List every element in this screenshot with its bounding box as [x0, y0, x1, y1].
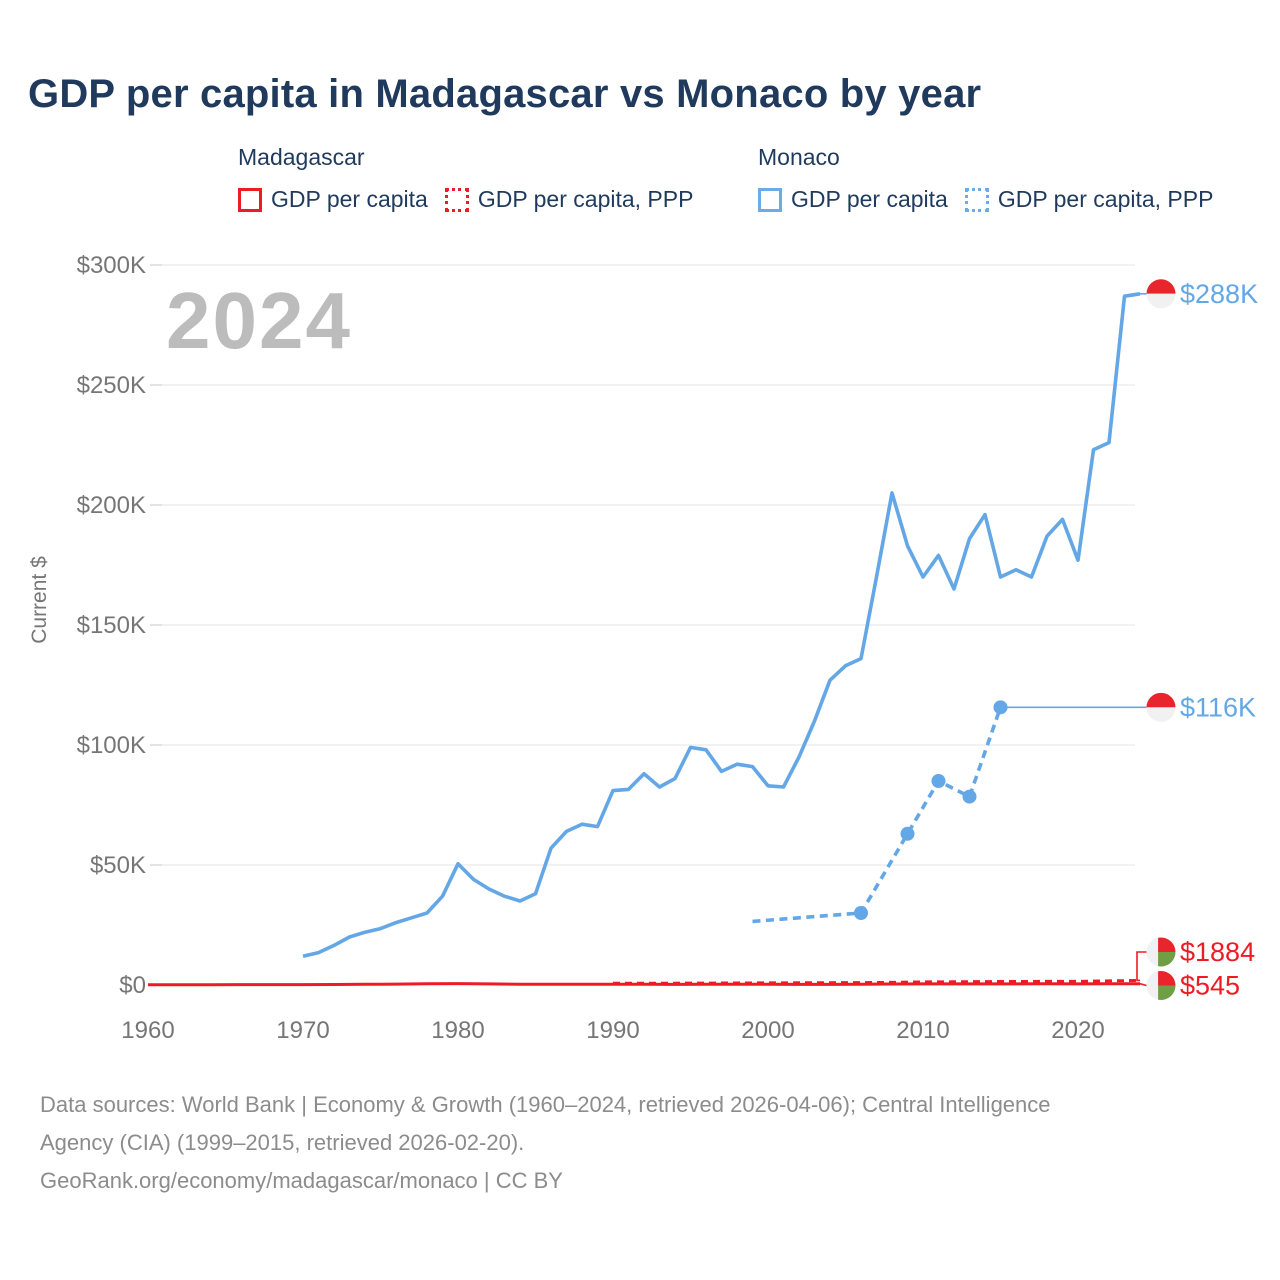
- data-point-marker-mc-ppp[interactable]: [962, 789, 977, 804]
- data-point-marker-mc-ppp[interactable]: [854, 906, 868, 920]
- legend-item-label: GDP per capita, PPP: [477, 186, 694, 212]
- chart-title: GDP per capita in Madagascar vs Monaco b…: [28, 72, 982, 116]
- legend-swatch-monaco-solid-icon: [758, 187, 782, 212]
- monaco-flag-icon: [1146, 707, 1176, 722]
- legend-item-label: GDP per capita: [791, 186, 948, 212]
- end-value-label-mg-ppp: $1884: [1180, 937, 1255, 967]
- end-value-label-mc-ppp: $116K: [1180, 692, 1256, 722]
- data-point-marker-mc-ppp[interactable]: [900, 826, 915, 841]
- legend-country-monaco: Monaco: [758, 144, 840, 170]
- x-axis-tick-label: 2010: [896, 1017, 949, 1044]
- x-axis-tick-label: 2020: [1051, 1017, 1104, 1044]
- legend-item-madagascar-gdp[interactable]: GDP per capita: [238, 186, 428, 213]
- legend-row-madagascar: GDP per capita GDP per capita, PPP: [238, 186, 693, 213]
- end-label-leader-mg-gdp: [1139, 982, 1147, 987]
- y-axis-tick-label: $0: [119, 972, 146, 999]
- legend-item-madagascar-ppp[interactable]: GDP per capita, PPP: [444, 186, 694, 213]
- series-line-mc-gdp[interactable]: [302, 292, 1141, 958]
- legend-item-monaco-ppp[interactable]: GDP per capita, PPP: [964, 186, 1214, 213]
- monaco-flag-icon: [1146, 692, 1176, 708]
- madagascar-flag-icon: [1146, 971, 1176, 1000]
- y-axis-title: Current $: [28, 556, 51, 644]
- madagascar-flag-icon: [1146, 937, 1176, 967]
- y-axis-tick-label: $250K: [77, 372, 146, 399]
- legend-group-madagascar: Madagascar GDP per capita GDP per capita…: [238, 144, 693, 213]
- legend-country-madagascar: Madagascar: [238, 144, 365, 170]
- monaco-flag-icon: [1146, 293, 1176, 309]
- end-value-label-mc-gdp: $288K: [1180, 279, 1258, 309]
- x-axis-tick-label: 2000: [741, 1017, 794, 1044]
- data-point-marker-mc-ppp[interactable]: [931, 774, 946, 788]
- legend-item-label: GDP per capita, PPP: [997, 186, 1214, 212]
- legend-swatch-madagascar-dotted-icon: [444, 187, 469, 212]
- y-axis-tick-label: $50K: [90, 852, 146, 879]
- legend-swatch-monaco-dotted-icon: [964, 187, 989, 212]
- legend-row-monaco: GDP per capita GDP per capita, PPP: [758, 186, 1213, 213]
- y-axis-tick-label: $300K: [77, 252, 146, 279]
- x-axis-tick-label: 1960: [121, 1017, 174, 1044]
- legend-item-label: GDP per capita: [271, 186, 428, 212]
- source-line-1: Data sources: World Bank | Economy & Gro…: [40, 1092, 1051, 1117]
- series-line-mg-ppp[interactable]: [613, 979, 1141, 985]
- x-axis-tick-label: 1970: [276, 1017, 329, 1044]
- y-axis-tick-label: $100K: [77, 732, 146, 759]
- end-value-label-mg-gdp: $545: [1180, 971, 1240, 1001]
- end-label-leader-mg-ppp: [1136, 951, 1147, 982]
- legend-group-monaco: Monaco GDP per capita GDP per capita, PP…: [758, 144, 1213, 213]
- source-line-3: GeoRank.org/economy/madagascar/monaco | …: [40, 1168, 563, 1193]
- y-axis-tick-label: $200K: [77, 492, 146, 519]
- series-line-mc-ppp[interactable]: [752, 706, 1003, 924]
- data-sources-note: Data sources: World Bank | Economy & Gro…: [40, 1086, 1240, 1200]
- source-line-2: Agency (CIA) (1999–2015, retrieved 2026-…: [40, 1130, 525, 1155]
- watermark-year: 2024: [166, 276, 352, 365]
- y-axis-tick-label: $150K: [77, 612, 146, 639]
- chart-canvas: 2024 $0 $50K $100K $150K $200K $250K $300K 1960 1…: [28, 252, 1258, 1044]
- x-axis-tick-label: 1980: [431, 1017, 484, 1044]
- legend-item-monaco-gdp[interactable]: GDP per capita: [758, 186, 948, 213]
- monaco-flag-icon: [1146, 279, 1176, 294]
- legend-swatch-madagascar-solid-icon: [238, 187, 262, 212]
- x-axis-tick-label: 1990: [586, 1017, 639, 1044]
